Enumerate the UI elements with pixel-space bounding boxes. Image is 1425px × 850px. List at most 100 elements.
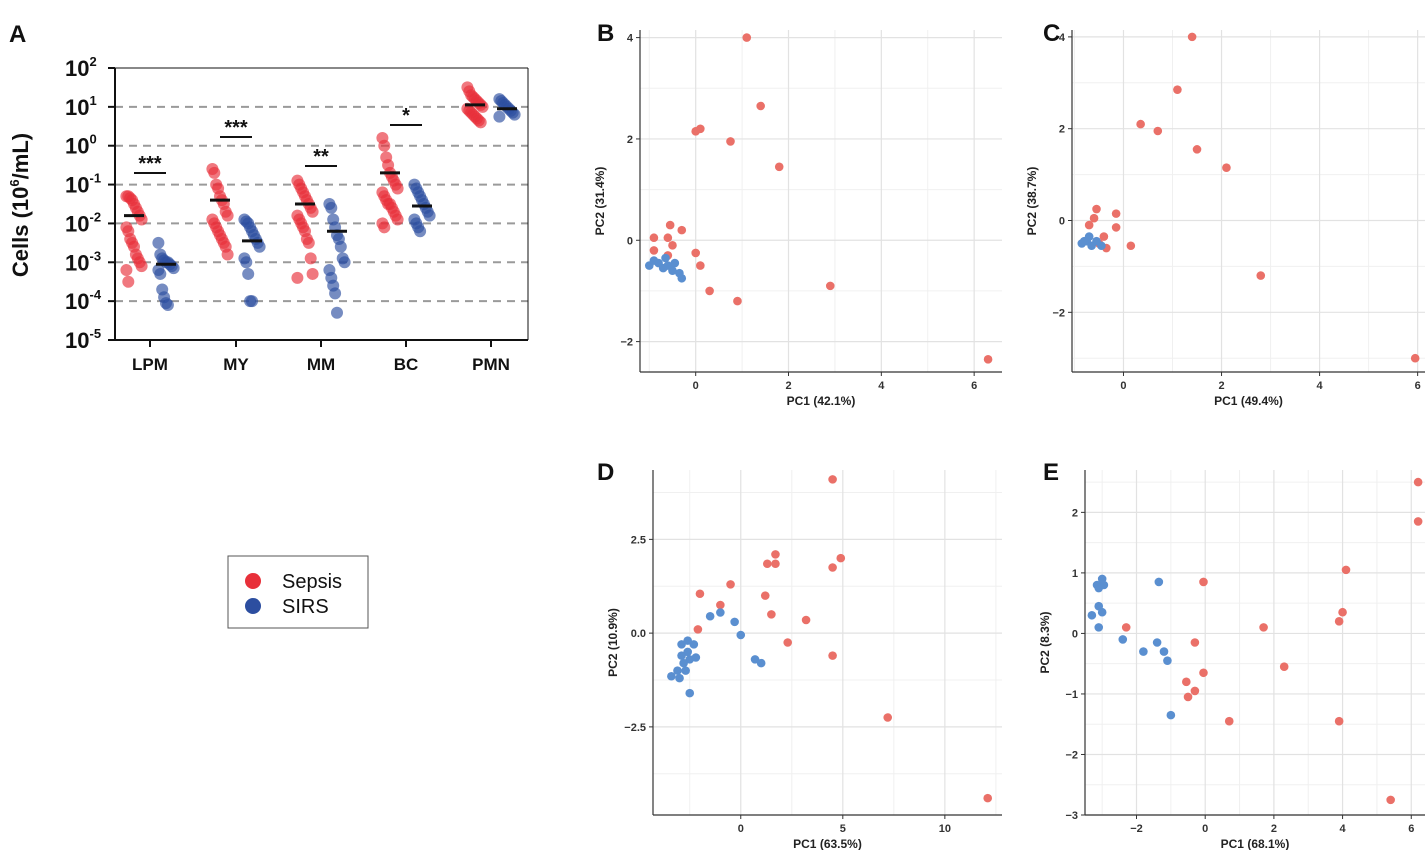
data-point-sepsis	[774, 162, 784, 172]
y-tick-label-a: 10-3	[65, 248, 101, 275]
plot-area	[640, 30, 1002, 372]
x-tick-label: 2	[785, 380, 791, 392]
data-point-sirs	[736, 630, 746, 640]
data-point-sepsis	[306, 205, 319, 218]
data-point-sirs	[338, 256, 351, 269]
data-point-sepsis	[302, 236, 315, 249]
data-point-sepsis	[1099, 232, 1109, 241]
legend: Sepsis SIRS	[227, 555, 369, 629]
panel-letter-c: C	[1043, 20, 1060, 47]
data-point-sepsis	[1259, 623, 1268, 632]
data-point-sepsis	[135, 260, 148, 273]
y-tick-label: 1	[1072, 568, 1078, 580]
panel-a-points	[120, 81, 521, 319]
data-point-sirs	[242, 267, 255, 280]
data-point-sepsis	[221, 209, 234, 222]
x-tick-label: 0	[738, 823, 744, 835]
data-point-sepsis	[677, 225, 687, 235]
data-point-sepsis	[726, 137, 735, 146]
y-tick-label: 0.0	[631, 628, 646, 640]
data-point-sirs	[152, 236, 165, 249]
x-tick-label-a: BC	[394, 355, 419, 374]
y-tick-label: 4	[1059, 32, 1066, 44]
data-point-sirs	[414, 225, 427, 238]
data-point-sepsis	[1256, 271, 1266, 280]
data-point-sepsis	[695, 589, 705, 599]
x-tick-label-a: MY	[223, 355, 249, 374]
panel-a-significance: *********	[134, 105, 422, 175]
significance-stars: *	[402, 105, 410, 127]
data-point-sepsis	[1136, 119, 1145, 129]
y-tick-label-a: 10-1	[65, 171, 101, 198]
data-point-sepsis	[649, 233, 659, 243]
x-tick-label: 6	[1408, 823, 1414, 835]
y-tick-base: 10	[65, 95, 89, 120]
x-tick-label: 4	[1317, 380, 1324, 392]
data-point-sepsis	[1199, 577, 1208, 587]
y-tick-base: 10	[65, 328, 89, 353]
data-point-sepsis	[122, 275, 135, 288]
plot-area	[653, 470, 1002, 815]
data-point-sepsis	[1338, 607, 1347, 617]
data-point-sirs	[679, 658, 688, 668]
data-point-sepsis	[1092, 204, 1101, 214]
data-point-sepsis	[1413, 517, 1423, 526]
data-point-sepsis	[783, 638, 793, 647]
data-point-sepsis	[691, 248, 700, 258]
data-point-sepsis	[983, 355, 993, 364]
y-tick-label-a: 10-4	[65, 287, 102, 314]
data-point-sepsis	[306, 267, 319, 280]
data-point-sepsis	[1222, 163, 1231, 173]
data-point-sepsis	[836, 553, 846, 563]
data-point-sepsis	[771, 559, 780, 569]
data-point-sepsis	[883, 713, 893, 722]
y-tick-label: 0	[1072, 628, 1078, 640]
y-tick-base: 10	[65, 134, 89, 159]
y-tick-base: 10	[65, 211, 89, 236]
data-point-sirs	[253, 240, 266, 253]
data-point-sirs	[1087, 610, 1097, 620]
data-point-sepsis	[1183, 692, 1193, 702]
y-tick-label-a: 101	[65, 93, 97, 120]
y-tick-exp: 2	[89, 54, 96, 69]
data-point-sirs	[161, 299, 174, 312]
panel-e: E −2 0 2 4 6 −3 −2 −1 0 1 2 PC1 (68.1%) PC2 (8.3%)	[1038, 459, 1425, 850]
y-tick-label: 2	[1072, 507, 1078, 519]
data-point-sirs	[154, 267, 167, 280]
data-point-sirs	[677, 273, 687, 283]
data-point-sepsis	[208, 166, 221, 179]
data-point-sepsis	[696, 261, 705, 270]
data-point-sepsis	[391, 213, 404, 226]
data-point-sepsis	[221, 248, 234, 261]
data-point-sirs	[1118, 635, 1128, 644]
data-point-sepsis	[828, 563, 837, 572]
y-tick-exp: -4	[89, 287, 101, 302]
data-point-sepsis	[1413, 477, 1423, 487]
data-point-sirs	[1097, 607, 1107, 617]
data-point-sirs	[1079, 236, 1089, 246]
data-point-sepsis	[1121, 623, 1131, 632]
x-tick-label: 2	[1218, 380, 1224, 392]
y-tick-label-a: 102	[65, 54, 97, 81]
y-tick-label: 0	[1059, 216, 1065, 228]
data-point-sepsis	[291, 271, 304, 284]
y-tick-exp: -2	[89, 209, 101, 224]
data-point-sepsis	[762, 559, 772, 569]
data-point-sirs	[508, 108, 521, 121]
data-point-sirs	[1097, 241, 1106, 251]
data-point-sepsis	[1187, 32, 1197, 42]
data-point-sepsis	[1084, 220, 1094, 230]
data-point-sirs	[670, 258, 680, 268]
y-tick-label-a: 10-5	[65, 326, 101, 353]
y-tick-label: −2	[1052, 307, 1065, 319]
data-point-sepsis	[767, 610, 776, 619]
y-axis-label: PC2 (31.4%)	[593, 167, 607, 236]
data-point-sepsis	[378, 221, 391, 234]
y-tick-base: 10	[65, 250, 89, 275]
data-point-sepsis	[1386, 795, 1395, 805]
data-point-sirs	[334, 240, 347, 253]
data-point-sepsis	[1173, 85, 1182, 94]
y-tick-exp: -3	[89, 248, 101, 263]
data-point-sirs	[661, 253, 670, 263]
